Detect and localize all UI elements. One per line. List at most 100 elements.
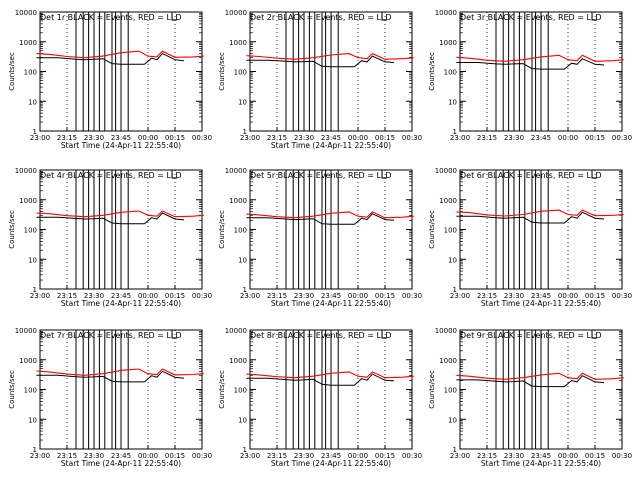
y-axis-label: Counts/sec (8, 210, 16, 249)
x-tick-label: 23:15 (57, 452, 77, 460)
panel-title: Det 9r BLACK = Events, RED = LLD (460, 331, 602, 340)
y-tick-label: 100 (24, 387, 37, 395)
x-axis-label: Start Time (24-Apr-11 22:55:40) (271, 141, 391, 150)
y-axis-label: Counts/sec (218, 210, 226, 249)
x-tick-label: 23:15 (57, 134, 77, 142)
bracket-marker (171, 170, 177, 179)
y-axis-label: Counts/sec (428, 210, 436, 249)
panel-5: 1 10 100 1000 10000 23:00 23:15 23:30 23:45 00:00… (218, 167, 422, 308)
x-tick-label: 00:30 (402, 134, 422, 142)
y-tick-label: 10 (448, 256, 457, 264)
x-tick-label: 00:00 (138, 452, 158, 460)
x-tick-label: 23:00 (240, 134, 260, 142)
panel-title: Det 8r BLACK = Events, RED = LLD (250, 331, 392, 340)
x-tick-label: 00:30 (612, 452, 632, 460)
y-tick-label: 10 (448, 98, 457, 106)
x-tick-label: 00:30 (612, 292, 632, 300)
x-tick-label: 23:45 (531, 292, 551, 300)
y-tick-label: 1 (33, 286, 37, 294)
events-series-line (246, 213, 395, 225)
y-axis-label: Counts/sec (8, 370, 16, 409)
x-tick-label: 00:00 (348, 292, 368, 300)
x-tick-label: 00:15 (375, 292, 395, 300)
x-tick-label: 23:15 (267, 292, 287, 300)
x-tick-label: 00:00 (348, 134, 368, 142)
panel-title: Det 6r BLACK = Events, RED = LLD (460, 171, 602, 180)
y-tick-label: 10 (238, 98, 247, 106)
y-tick-label: 1000 (229, 197, 247, 205)
y-tick-label: 100 (234, 227, 247, 235)
x-tick-label: 00:15 (585, 452, 605, 460)
x-tick-label: 00:15 (375, 134, 395, 142)
y-tick-label: 1 (33, 446, 37, 454)
y-tick-label: 100 (444, 387, 457, 395)
y-tick-label: 1 (33, 128, 37, 136)
x-tick-label: 00:00 (348, 452, 368, 460)
events-series-line (36, 370, 185, 383)
x-tick-label: 00:30 (402, 452, 422, 460)
x-tick-label: 00:15 (585, 292, 605, 300)
x-tick-label: 23:45 (111, 292, 131, 300)
lld-series-line (246, 52, 414, 60)
panel-2: 1 10 100 1000 10000 23:00 23:15 23:30 23:45 00:00… (218, 9, 422, 150)
x-tick-label: 23:30 (504, 134, 524, 142)
events-series-line (36, 52, 185, 65)
y-tick-label: 1 (243, 128, 247, 136)
y-tick-label: 100 (444, 227, 457, 235)
x-tick-label: 00:30 (192, 134, 212, 142)
x-tick-label: 00:30 (612, 134, 632, 142)
x-tick-label: 00:00 (558, 292, 578, 300)
y-tick-label: 1000 (439, 197, 457, 205)
y-tick-label: 10000 (225, 9, 247, 17)
x-tick-label: 23:00 (30, 452, 50, 460)
lld-series-line (456, 54, 624, 62)
y-tick-label: 10 (238, 416, 247, 424)
y-tick-label: 1 (243, 286, 247, 294)
x-tick-label: 23:00 (240, 292, 260, 300)
x-tick-label: 23:15 (477, 134, 497, 142)
y-tick-label: 100 (24, 69, 37, 77)
y-tick-label: 10000 (435, 327, 457, 335)
y-tick-label: 10000 (15, 327, 37, 335)
x-tick-label: 23:45 (321, 134, 341, 142)
y-tick-label: 10 (28, 416, 37, 424)
y-tick-label: 10000 (225, 327, 247, 335)
x-axis-label: Start Time (24-Apr-11 22:55:40) (271, 459, 391, 468)
y-tick-label: 10 (28, 98, 37, 106)
y-axis-label: Counts/sec (428, 370, 436, 409)
bracket-marker (171, 330, 177, 339)
y-tick-label: 10 (28, 256, 37, 264)
y-tick-label: 10000 (15, 9, 37, 17)
panel-6: 1 10 100 1000 10000 23:00 23:15 23:30 23:45 00:00… (428, 167, 632, 308)
events-series-line (36, 212, 185, 225)
y-tick-label: 100 (234, 387, 247, 395)
x-tick-label: 00:15 (375, 452, 395, 460)
y-axis-label: Counts/sec (218, 370, 226, 409)
x-tick-label: 00:15 (585, 134, 605, 142)
y-tick-label: 1000 (19, 357, 37, 365)
panel-title: Det 2r BLACK = Events, RED = LLD (250, 13, 392, 22)
x-tick-label: 23:45 (321, 292, 341, 300)
bracket-marker (591, 12, 597, 21)
x-tick-label: 00:30 (192, 292, 212, 300)
x-axis-label: Start Time (24-Apr-11 22:55:40) (481, 459, 601, 468)
x-tick-label: 23:30 (84, 292, 104, 300)
panel-8: 1 10 100 1000 10000 23:00 23:15 23:30 23:45 00:00… (218, 327, 422, 468)
y-axis-label: Counts/sec (428, 52, 436, 91)
panel-1: 1 10 100 1000 10000 23:00 23:15 23:30 23:45 00:00… (8, 9, 212, 150)
x-tick-label: 23:30 (294, 134, 314, 142)
panel-title: Det 7r BLACK = Events, RED = LLD (40, 331, 182, 340)
bracket-marker (381, 330, 387, 339)
events-series-line (456, 58, 605, 70)
events-series-line (456, 375, 605, 388)
x-tick-label: 23:30 (294, 452, 314, 460)
y-tick-label: 1 (453, 128, 457, 136)
x-tick-label: 23:15 (267, 134, 287, 142)
bracket-marker (591, 330, 597, 339)
x-tick-label: 00:30 (402, 292, 422, 300)
x-tick-label: 23:45 (531, 452, 551, 460)
lld-series-line (36, 210, 204, 218)
bracket-marker (381, 170, 387, 179)
x-tick-label: 23:00 (30, 292, 50, 300)
